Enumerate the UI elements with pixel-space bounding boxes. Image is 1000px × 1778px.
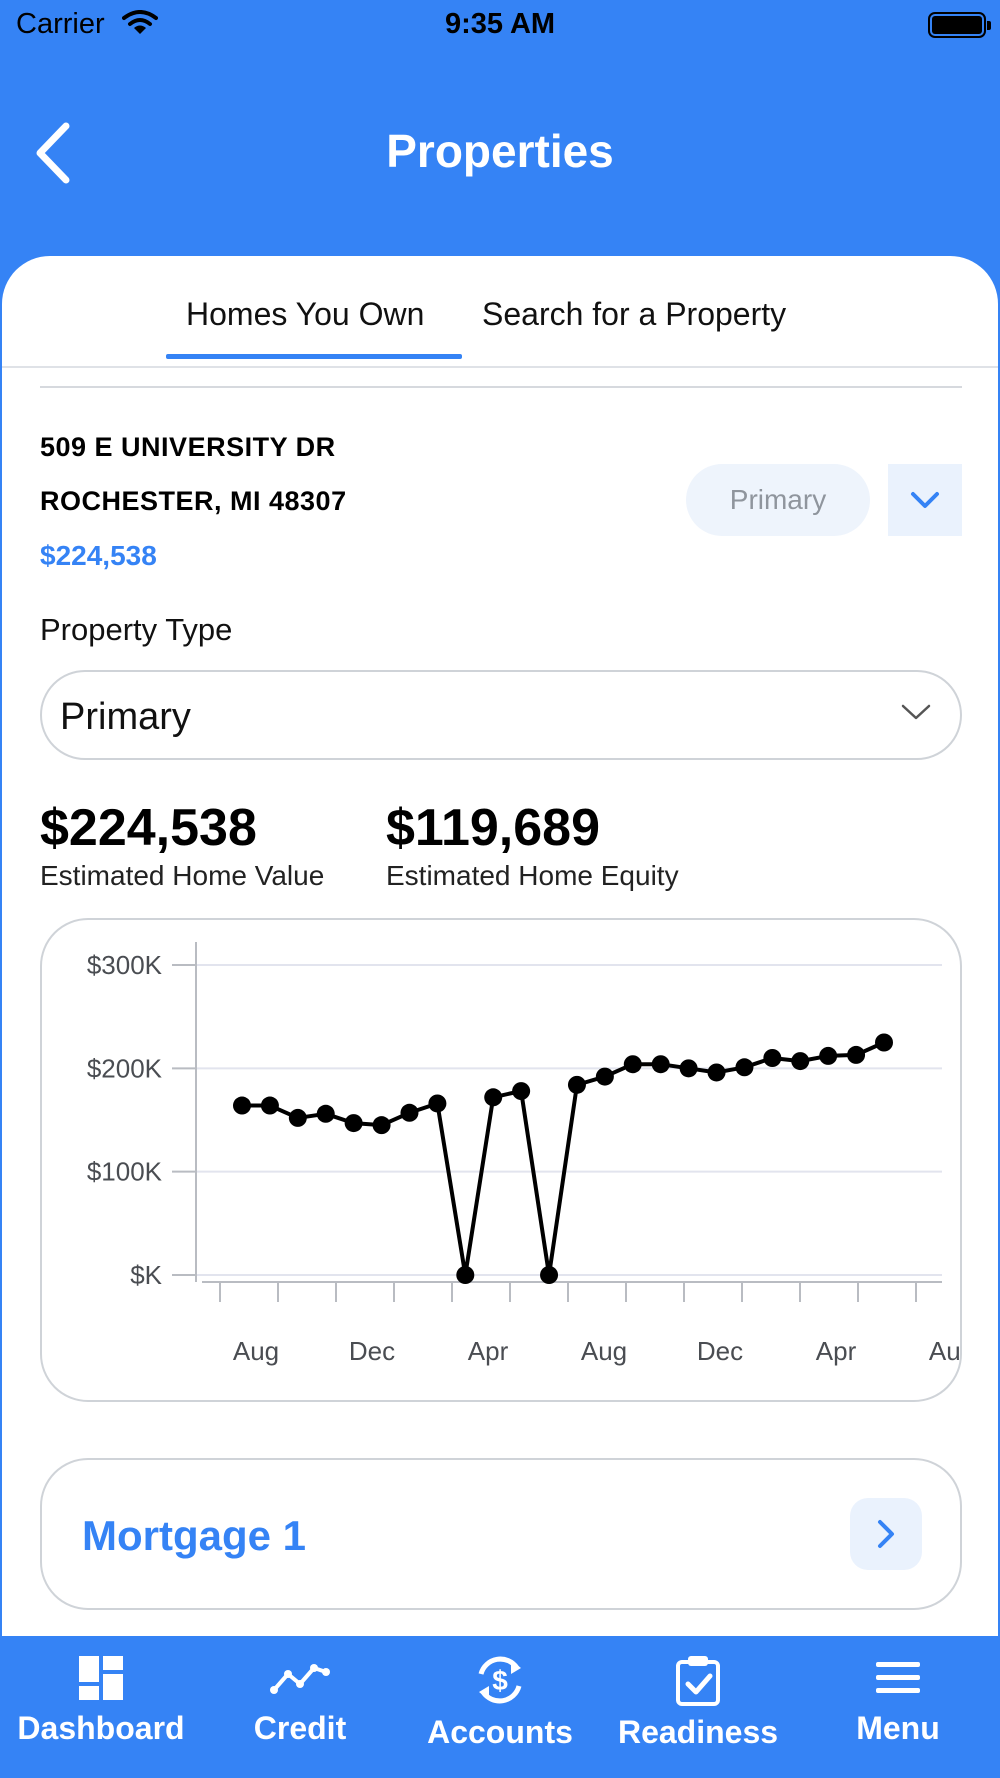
home-value-amount: $224,538 xyxy=(40,799,257,857)
data-point xyxy=(428,1094,447,1113)
data-point xyxy=(260,1096,279,1115)
tabbar-menu[interactable]: Menu xyxy=(798,1654,998,1747)
home-value-stat: $224,538 Estimated Home Value xyxy=(40,800,324,892)
svg-text:$: $ xyxy=(492,1665,508,1696)
data-point xyxy=(512,1082,531,1101)
data-point xyxy=(372,1116,391,1135)
home-equity-label: Estimated Home Equity xyxy=(386,860,679,891)
x-tick-label: Aug xyxy=(581,1336,627,1366)
wifi-icon xyxy=(122,10,158,34)
data-point xyxy=(567,1075,586,1094)
data-point xyxy=(344,1114,363,1133)
tabbar-label: Dashboard xyxy=(17,1710,185,1746)
home-value-chart-card: $300K $200K $100K $K Aug Dec Apr Aug Dec Apr Aug xyxy=(40,918,962,1402)
segment-tabs: Homes You Own Search for a Property xyxy=(2,256,998,368)
data-point xyxy=(763,1049,782,1067)
y-tick-label: $300K xyxy=(87,950,163,980)
data-point xyxy=(707,1063,726,1082)
address-line-1: 509 E UNIVERSITY DR xyxy=(40,432,336,462)
property-value: $224,538 xyxy=(40,540,157,571)
page-title: Properties xyxy=(386,125,614,177)
tabbar-readiness[interactable]: Readiness xyxy=(598,1654,798,1751)
data-point xyxy=(875,1033,893,1052)
expand-button[interactable] xyxy=(888,464,962,536)
tabbar-label: Accounts xyxy=(427,1714,573,1750)
mortgage-open-button[interactable] xyxy=(850,1498,922,1570)
x-tick-label: Dec xyxy=(349,1336,395,1366)
home-value-label: Estimated Home Value xyxy=(40,860,325,891)
x-tick-label: Aug xyxy=(233,1336,279,1366)
data-point xyxy=(623,1055,642,1074)
primary-badge[interactable]: Primary xyxy=(686,464,870,536)
chevron-down-icon xyxy=(901,704,931,720)
clipboard-check-icon xyxy=(676,1656,720,1706)
data-point xyxy=(400,1103,419,1122)
data-point xyxy=(791,1052,810,1071)
x-tick-label: Aug xyxy=(929,1336,962,1366)
tabbar-accounts[interactable]: $ Accounts xyxy=(400,1654,600,1751)
bottom-tab-bar: Dashboard Credit $ Accounts Readiness xyxy=(0,1638,1000,1778)
chevron-left-icon xyxy=(36,122,70,184)
nav-header: Properties xyxy=(0,100,1000,210)
chart-line-icon xyxy=(270,1664,330,1694)
battery-icon xyxy=(928,12,991,38)
y-tick-label: $100K xyxy=(87,1157,163,1187)
content-sheet: Homes You Own Search for a Property 509 … xyxy=(2,256,998,1636)
data-point xyxy=(651,1055,670,1074)
active-tab-indicator xyxy=(166,354,462,359)
home-equity-stat: $119,689 Estimated Home Equity xyxy=(386,800,679,892)
data-point xyxy=(456,1266,475,1284)
data-point xyxy=(847,1045,866,1064)
data-point xyxy=(484,1088,503,1107)
property-type-label: Property Type xyxy=(40,612,233,647)
data-point xyxy=(679,1059,698,1078)
data-point xyxy=(316,1104,335,1123)
mortgage-label: Mortgage 1 xyxy=(82,1512,307,1559)
tabbar-dashboard[interactable]: Dashboard xyxy=(0,1654,202,1747)
tabbar-label: Menu xyxy=(856,1710,940,1746)
home-equity-amount: $119,689 xyxy=(386,799,601,857)
property-type-value: Primary xyxy=(60,696,191,738)
carrier-label: Carrier xyxy=(16,8,105,40)
mortgage-card[interactable]: Mortgage 1 xyxy=(40,1458,962,1610)
tab-search-property[interactable]: Search for a Property xyxy=(482,296,787,332)
hamburger-icon xyxy=(876,1662,920,1693)
chevron-down-icon xyxy=(911,492,939,508)
back-button[interactable] xyxy=(30,118,80,188)
y-tick-label: $K xyxy=(130,1260,162,1290)
data-point xyxy=(288,1108,307,1127)
x-tick-label: Apr xyxy=(468,1336,509,1366)
clock: 9:35 AM xyxy=(444,8,556,40)
tabbar-credit[interactable]: Credit xyxy=(200,1654,400,1747)
dashboard-icon xyxy=(79,1656,123,1700)
x-tick-label: Apr xyxy=(816,1336,857,1366)
tabbar-label: Readiness xyxy=(617,1714,779,1750)
tabbar-label: Credit xyxy=(253,1710,347,1746)
data-point xyxy=(540,1266,559,1284)
data-point xyxy=(595,1067,614,1086)
dollar-cycle-icon: $ xyxy=(478,1656,522,1704)
series-line xyxy=(242,1040,885,1277)
x-tick-label: Dec xyxy=(697,1336,743,1366)
tab-homes-you-own[interactable]: Homes You Own xyxy=(186,296,425,332)
property-type-select[interactable]: Primary xyxy=(40,670,962,760)
data-point xyxy=(735,1058,754,1077)
y-tick-label: $200K xyxy=(87,1053,163,1083)
address-line-2: ROCHESTER, MI 48307 xyxy=(40,486,347,516)
divider xyxy=(40,386,962,388)
status-bar: Carrier 9:35 AM xyxy=(0,0,1000,52)
home-value-chart: $300K $200K $100K $K Aug Dec Apr Aug Dec Apr Aug xyxy=(87,942,962,1366)
data-point xyxy=(233,1096,251,1115)
data-point xyxy=(819,1046,838,1065)
chevron-right-icon xyxy=(878,1520,894,1548)
